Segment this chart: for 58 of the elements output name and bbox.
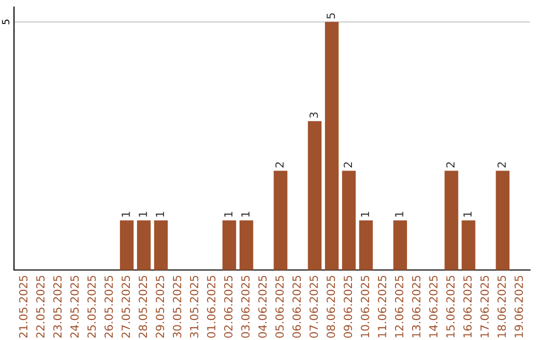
bar xyxy=(154,220,168,270)
bar xyxy=(496,170,510,270)
x-tick-label: 05.06.2025 xyxy=(275,276,284,338)
x-tick-label: 24.05.2025 xyxy=(70,276,79,338)
bar xyxy=(240,220,254,270)
bar xyxy=(393,220,407,270)
data-label: 1 xyxy=(122,212,130,217)
bar xyxy=(444,170,458,270)
x-tick-label: 14.06.2025 xyxy=(429,276,438,338)
data-label: 2 xyxy=(344,162,352,168)
data-label: 1 xyxy=(138,212,147,217)
data-label: 2 xyxy=(446,162,454,168)
x-tick-label: 15.06.2025 xyxy=(446,276,455,338)
bar xyxy=(342,170,356,270)
x-tick-label: 08.06.2025 xyxy=(326,276,336,338)
x-tick-label: 29.05.2025 xyxy=(156,276,164,338)
x-tick-label: 03.06.2025 xyxy=(241,276,250,338)
data-label: 2 xyxy=(275,162,284,168)
x-tick-label: 17.06.2025 xyxy=(480,276,489,338)
x-tick-label: 18.06.2025 xyxy=(497,276,506,338)
data-label: 5 xyxy=(326,13,336,19)
x-tick-label: 26.05.2025 xyxy=(104,276,113,338)
data-label: 1 xyxy=(463,212,472,217)
x-tick-label: 13.06.2025 xyxy=(412,276,420,338)
data-label: 1 xyxy=(360,212,370,217)
bar xyxy=(120,220,134,270)
bar xyxy=(462,220,476,270)
bar xyxy=(137,220,151,270)
data-label: 1 xyxy=(224,212,232,217)
x-tick-label: 06.06.2025 xyxy=(292,276,301,338)
x-tick-label: 09.06.2025 xyxy=(344,276,352,338)
x-tick-label: 02.06.2025 xyxy=(224,276,233,338)
x-tick-label: 12.06.2025 xyxy=(394,276,404,338)
x-tick-label: 07.06.2025 xyxy=(310,276,318,338)
x-tick-label: 04.06.2025 xyxy=(258,276,267,338)
data-label: 1 xyxy=(395,212,404,217)
x-tick-label: 19.06.2025 xyxy=(514,276,523,338)
bar xyxy=(274,170,288,270)
x-tick-label: 10.06.2025 xyxy=(360,276,370,338)
x-tick-label: 23.05.2025 xyxy=(53,276,62,338)
x-tick-label: 25.05.2025 xyxy=(87,276,96,338)
bar xyxy=(308,121,322,270)
bar xyxy=(222,220,236,270)
x-tick-label: 21.05.2025 xyxy=(19,276,28,338)
data-label: 2 xyxy=(497,162,506,168)
data-label: 1 xyxy=(241,212,250,217)
x-tick-label: 27.05.2025 xyxy=(122,276,130,338)
bar xyxy=(324,22,339,270)
x-tick-label: 11.06.2025 xyxy=(378,276,386,338)
x-tick-label: 16.06.2025 xyxy=(463,276,472,338)
x-tick-label: 01.06.2025 xyxy=(207,276,216,338)
data-label: 1 xyxy=(156,212,164,217)
x-tick-label: 30.05.2025 xyxy=(172,276,182,338)
x-tick-label: 31.05.2025 xyxy=(190,276,198,338)
bar xyxy=(359,220,373,270)
x-tick-label: 28.05.2025 xyxy=(138,276,148,338)
data-label: 3 xyxy=(310,112,318,118)
x-tick-label: 22.05.2025 xyxy=(36,276,45,338)
